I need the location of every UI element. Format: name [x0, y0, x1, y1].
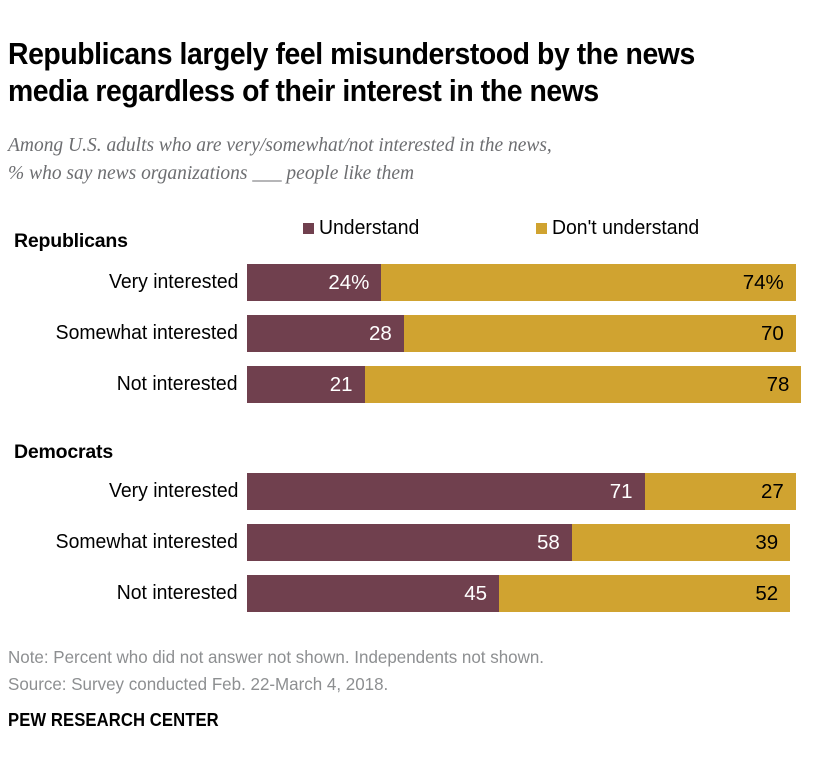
legend-label-dont-understand: Don't understand — [552, 217, 700, 239]
bar-row-label: Somewhat interested — [55, 322, 238, 344]
bar-track: 28 70 — [247, 315, 796, 352]
bar-row-label: Somewhat interested — [55, 531, 238, 553]
bar-value-dont-understand: 27 — [760, 480, 784, 503]
bar-segment-understand: 45 — [247, 575, 499, 612]
legend-item-dont-understand: Don't understand — [536, 216, 704, 240]
chart-note: Note: Percent who did not answer not sho… — [8, 647, 545, 667]
bar-value-dont-understand: 70 — [760, 322, 784, 345]
bar-segment-dont-understand: 27 — [644, 473, 796, 510]
chart-subtitle-line-2: % who say news organizations ___ people … — [8, 162, 415, 184]
bar-track: 21 78 — [247, 366, 802, 403]
bar-row: Very interested 71 27 — [0, 473, 840, 510]
bar-value-understand: 58 — [536, 531, 560, 554]
bar-segment-understand: 28 — [247, 315, 404, 352]
chart-subtitle-line-1: Among U.S. adults who are very/somewhat/… — [8, 134, 552, 156]
legend-item-understand: Understand — [303, 216, 422, 240]
bar-value-dont-understand: 39 — [755, 531, 779, 554]
bar-row: Somewhat interested 28 70 — [0, 315, 840, 352]
bar-segment-dont-understand: 74% — [381, 264, 796, 301]
bar-value-understand: 45 — [464, 582, 487, 605]
square-swatch-icon — [536, 222, 547, 234]
bar-value-understand: 28 — [368, 322, 392, 345]
bar-segment-dont-understand: 70 — [403, 315, 796, 352]
bar-value-understand: 24% — [328, 271, 370, 294]
bar-value-dont-understand: 52 — [755, 582, 779, 605]
bar-row: Somewhat interested 58 39 — [0, 524, 840, 561]
bar-track: 45 52 — [247, 575, 791, 612]
legend-label-understand: Understand — [319, 217, 420, 239]
bar-value-understand: 21 — [329, 373, 353, 396]
bar-row: Very interested 24% 74% — [0, 264, 840, 301]
bar-segment-dont-understand: 39 — [571, 524, 791, 561]
bar-segment-understand: 58 — [247, 524, 572, 561]
bar-row: Not interested 21 78 — [0, 366, 840, 403]
bar-segment-understand: 71 — [247, 473, 645, 510]
bar-track: 58 39 — [247, 524, 791, 561]
chart-subtitle: Among U.S. adults who are very/somewhat/… — [8, 131, 778, 187]
group-heading-republicans: Republicans — [14, 230, 128, 252]
page-title: Republicans largely feel misunderstood b… — [8, 37, 695, 108]
bar-row-label: Very interested — [108, 271, 238, 293]
bar-row-label: Not interested — [117, 373, 238, 395]
bar-segment-understand: 24% — [247, 264, 382, 301]
bar-row-label: Not interested — [117, 582, 238, 604]
square-swatch-icon — [303, 222, 314, 234]
bar-segment-understand: 21 — [247, 366, 365, 403]
bar-track: 24% 74% — [247, 264, 796, 301]
bar-row: Not interested 45 52 — [0, 575, 840, 612]
group-heading-democrats: Democrats — [14, 441, 113, 463]
bar-segment-dont-understand: 52 — [499, 575, 791, 612]
brand-pew-research-center: PEW RESEARCH CENTER — [8, 709, 219, 730]
bar-row-label: Very interested — [108, 480, 238, 502]
bar-value-dont-understand: 74% — [742, 271, 784, 294]
bar-segment-dont-understand: 78 — [364, 366, 802, 403]
bar-value-dont-understand: 78 — [766, 373, 790, 396]
bar-value-understand: 71 — [609, 480, 633, 503]
bar-track: 71 27 — [247, 473, 796, 510]
chart-source: Source: Survey conducted Feb. 22-March 4… — [8, 674, 389, 694]
